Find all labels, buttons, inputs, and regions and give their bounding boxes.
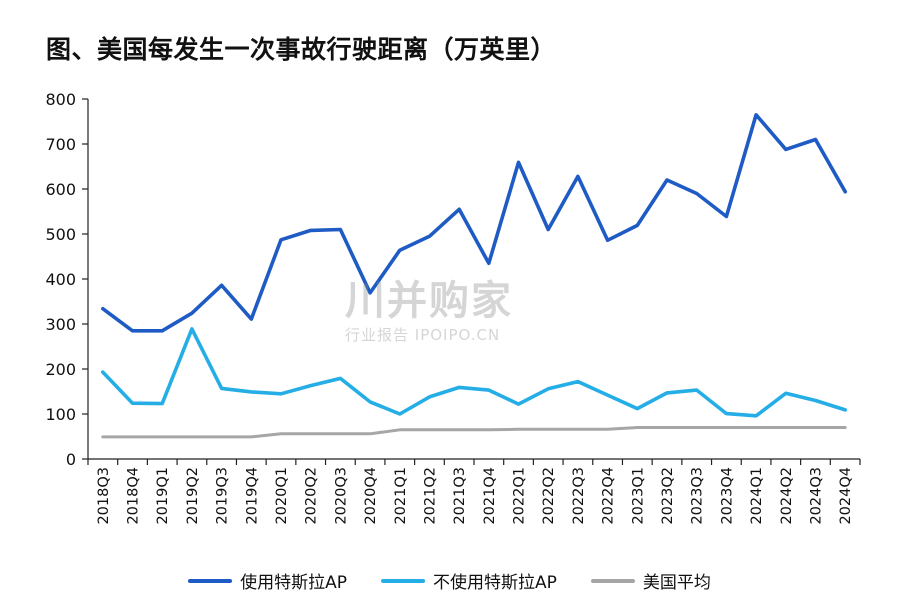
y-tick-label: 700	[45, 135, 76, 154]
series-line	[101, 327, 848, 418]
x-tick-label: 2022Q2	[541, 467, 557, 525]
x-tick-label: 2019Q2	[185, 467, 201, 525]
series-line	[101, 113, 848, 333]
legend-item: 使用特斯拉AP	[188, 568, 347, 593]
x-tick-label: 2022Q1	[512, 467, 528, 525]
x-tick-label: 2020Q1	[274, 467, 290, 525]
legend-swatch	[590, 578, 635, 583]
x-tick-label: 2019Q1	[155, 467, 171, 525]
y-tick-label: 100	[45, 405, 76, 424]
x-tick-label: 2021Q2	[422, 467, 438, 525]
x-axis-ticks: 2018Q3 2018Q4 2019Q1 2019Q2 2019Q3 2019Q4 2020…	[87, 459, 861, 525]
legend: 使用特斯拉AP 不使用特斯拉AP 美国平均	[0, 568, 899, 593]
series-lines	[101, 113, 848, 439]
x-tick-label: 2022Q3	[571, 467, 587, 525]
legend-swatch	[188, 578, 233, 583]
y-tick-label: 600	[45, 180, 76, 199]
chart-title: 图、美国每发生一次事故行驶距离（万英里）	[46, 35, 557, 64]
x-tick-label: 2023Q2	[660, 467, 676, 525]
x-tick-label: 2019Q4	[244, 467, 260, 525]
x-tick-label: 2023Q4	[719, 467, 735, 525]
x-tick-label: 2022Q4	[601, 467, 617, 525]
x-tick-label: 2020Q2	[304, 467, 320, 525]
series-line	[101, 426, 847, 439]
legend-item: 美国平均	[590, 568, 711, 593]
y-tick-label: 300	[45, 315, 76, 334]
x-tick-label: 2024Q2	[779, 467, 795, 525]
y-axis-ticks: 0 100 200 300 400 500 600 700 800	[45, 90, 88, 469]
legend-swatch	[381, 578, 425, 583]
x-tick-label: 2019Q3	[215, 467, 231, 525]
y-tick-label: 0	[66, 450, 76, 469]
x-tick-label: 2020Q3	[333, 467, 349, 525]
x-tick-label: 2021Q4	[482, 467, 498, 525]
y-tick-label: 800	[45, 90, 76, 109]
x-tick-label: 2024Q1	[749, 467, 765, 525]
y-tick-label: 200	[45, 360, 76, 379]
legend-label: 使用特斯拉AP	[240, 573, 347, 593]
x-tick-label: 2023Q3	[690, 467, 706, 525]
y-tick-label: 500	[45, 225, 76, 244]
legend-label: 不使用特斯拉AP	[433, 573, 557, 593]
y-tick-label: 400	[45, 270, 76, 289]
x-tick-label: 2024Q4	[838, 467, 854, 525]
x-tick-label: 2023Q1	[630, 467, 646, 525]
legend-item: 不使用特斯拉AP	[381, 568, 557, 593]
x-tick-label: 2021Q3	[452, 467, 468, 525]
x-tick-label: 2018Q3	[96, 467, 112, 525]
x-tick-label: 2018Q4	[126, 467, 142, 525]
legend-label: 美国平均	[642, 573, 711, 593]
x-tick-label: 2024Q3	[808, 467, 824, 525]
x-tick-label: 2021Q1	[393, 467, 409, 525]
x-tick-label: 2020Q4	[363, 467, 379, 525]
